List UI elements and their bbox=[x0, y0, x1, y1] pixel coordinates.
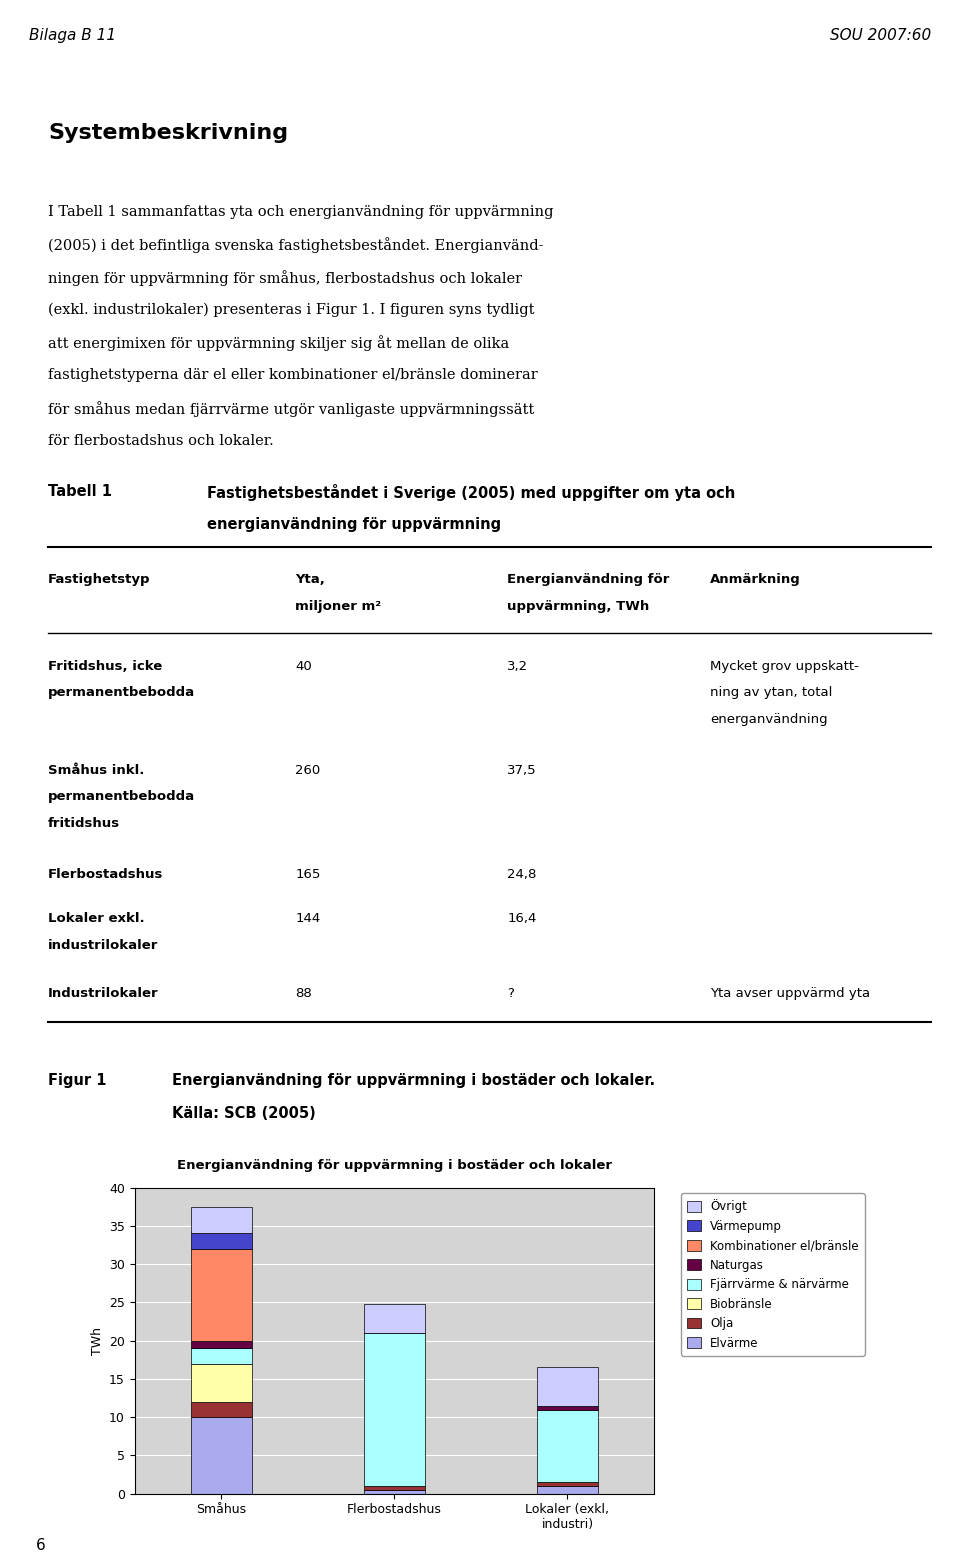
Text: (2005) i det befintliga svenska fastighetsbeståndet. Energianvänd-: (2005) i det befintliga svenska fastighe… bbox=[48, 238, 543, 254]
Text: ningen för uppvärmning för småhus, flerbostadshus och lokaler: ningen för uppvärmning för småhus, flerb… bbox=[48, 271, 522, 286]
Text: Fritidshus, icke: Fritidshus, icke bbox=[48, 659, 162, 673]
Text: Energianvändning för: Energianvändning för bbox=[507, 573, 670, 587]
Text: Anmärkning: Anmärkning bbox=[710, 573, 802, 587]
Text: för småhus medan fjärrvärme utgör vanligaste uppvärmningssätt: för småhus medan fjärrvärme utgör vanlig… bbox=[48, 401, 535, 416]
Text: uppvärmning, TWh: uppvärmning, TWh bbox=[507, 599, 650, 613]
Text: 24,8: 24,8 bbox=[507, 867, 537, 881]
Text: Småhus inkl.: Småhus inkl. bbox=[48, 764, 144, 776]
Text: 16,4: 16,4 bbox=[507, 912, 537, 925]
Text: 88: 88 bbox=[296, 986, 312, 1000]
Text: Yta,: Yta, bbox=[296, 573, 325, 587]
Text: 6: 6 bbox=[36, 1538, 46, 1552]
Text: Industrilokaler: Industrilokaler bbox=[48, 986, 158, 1000]
Text: ning av ytan, total: ning av ytan, total bbox=[710, 687, 832, 700]
Text: 144: 144 bbox=[296, 912, 321, 925]
Text: Lokaler exkl.: Lokaler exkl. bbox=[48, 912, 145, 925]
Text: (exkl. industrilokaler) presenteras i Figur 1. I figuren syns tydligt: (exkl. industrilokaler) presenteras i Fi… bbox=[48, 302, 535, 318]
Text: Flerbostadshus: Flerbostadshus bbox=[48, 867, 163, 881]
Text: Tabell 1: Tabell 1 bbox=[48, 484, 112, 499]
Text: Källa: SCB (2005): Källa: SCB (2005) bbox=[172, 1105, 316, 1121]
Text: 3,2: 3,2 bbox=[507, 659, 528, 673]
Text: energanvändning: energanvändning bbox=[710, 714, 828, 726]
Text: 260: 260 bbox=[296, 764, 321, 776]
Text: 165: 165 bbox=[296, 867, 321, 881]
Text: permanentbebodda: permanentbebodda bbox=[48, 687, 195, 700]
Text: energianvändning för uppvärmning: energianvändning för uppvärmning bbox=[207, 516, 501, 532]
Text: Mycket grov uppskatt-: Mycket grov uppskatt- bbox=[710, 659, 859, 673]
Text: fastighetstyperna där el eller kombinationer el/bränsle dominerar: fastighetstyperna där el eller kombinati… bbox=[48, 368, 538, 382]
Text: att energimixen för uppvärmning skiljer sig åt mellan de olika: att energimixen för uppvärmning skiljer … bbox=[48, 335, 509, 351]
Text: Figur 1: Figur 1 bbox=[48, 1074, 107, 1088]
Text: miljoner m²: miljoner m² bbox=[296, 599, 381, 613]
Text: Bilaga B 11: Bilaga B 11 bbox=[29, 28, 116, 42]
Text: ?: ? bbox=[507, 986, 515, 1000]
Text: Systembeskrivning: Systembeskrivning bbox=[48, 122, 288, 142]
Text: Fastighetsbeståndet i Sverige (2005) med uppgifter om yta och: Fastighetsbeståndet i Sverige (2005) med… bbox=[207, 484, 735, 501]
Text: 40: 40 bbox=[296, 659, 312, 673]
Text: industrilokaler: industrilokaler bbox=[48, 939, 158, 952]
Text: SOU 2007:60: SOU 2007:60 bbox=[830, 28, 931, 42]
Text: fritidshus: fritidshus bbox=[48, 817, 120, 829]
Text: för flerbostadshus och lokaler.: för flerbostadshus och lokaler. bbox=[48, 434, 274, 448]
Text: Fastighetstyp: Fastighetstyp bbox=[48, 573, 151, 587]
Text: Yta avser uppvärmd yta: Yta avser uppvärmd yta bbox=[710, 986, 871, 1000]
Text: Energianvändning för uppvärmning i bostäder och lokaler.: Energianvändning för uppvärmning i bostä… bbox=[172, 1074, 655, 1088]
Text: 37,5: 37,5 bbox=[507, 764, 537, 776]
Text: I Tabell 1 sammanfattas yta och energianvändning för uppvärmning: I Tabell 1 sammanfattas yta och energian… bbox=[48, 205, 554, 219]
Text: Energianvändning för uppvärmning i bostäder och lokaler: Energianvändning för uppvärmning i bostä… bbox=[177, 1160, 612, 1172]
Text: permanentbebodda: permanentbebodda bbox=[48, 790, 195, 803]
